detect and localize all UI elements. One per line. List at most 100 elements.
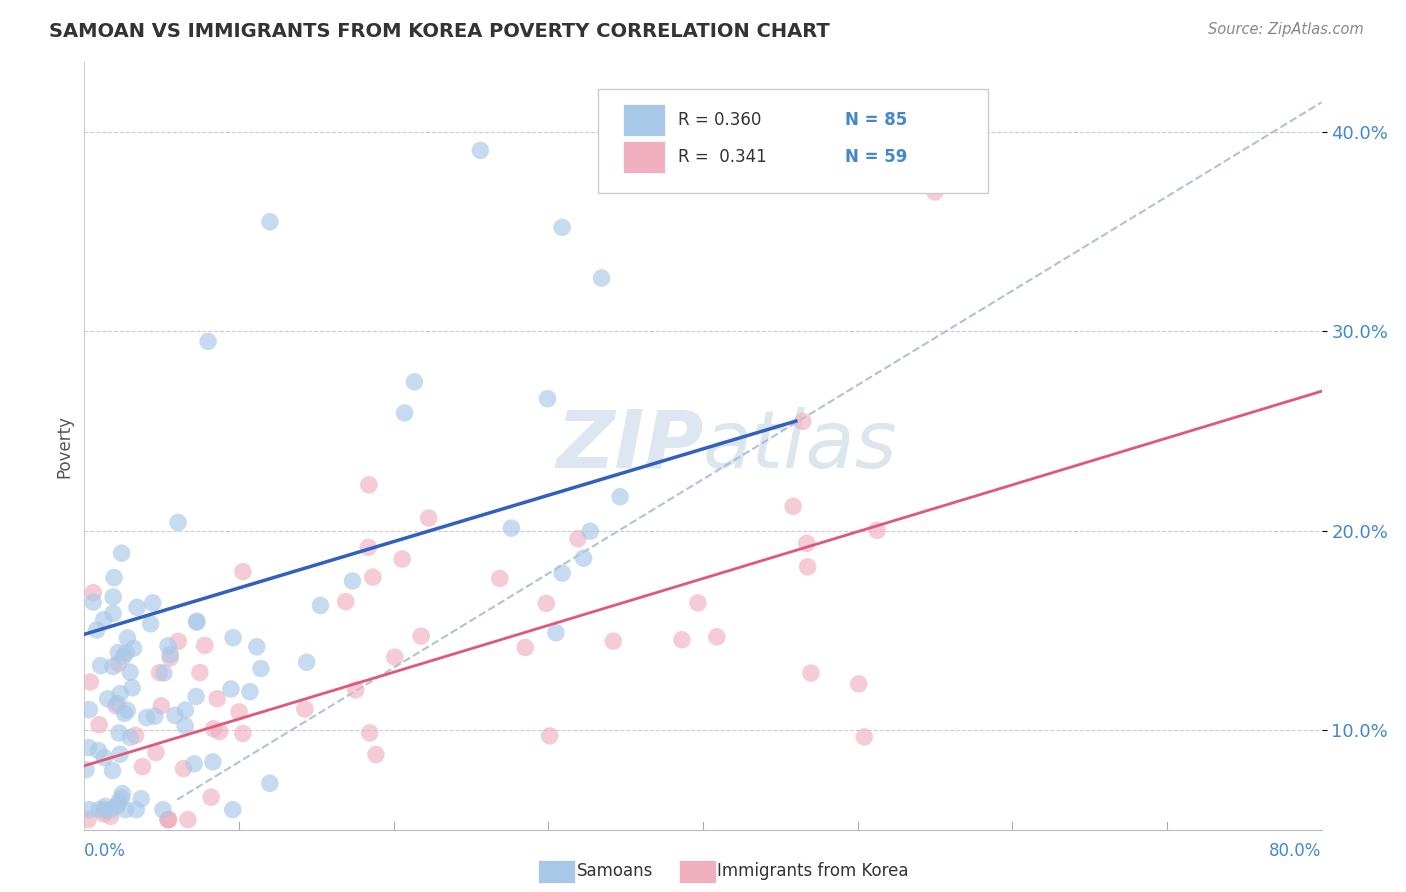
Point	[796, 559, 818, 574]
Point	[125, 600, 148, 615]
Point	[188, 665, 211, 680]
Point	[800, 666, 823, 681]
Point	[143, 709, 166, 723]
Text: atlas: atlas	[703, 407, 898, 485]
Point	[488, 571, 510, 585]
Point	[538, 729, 561, 743]
Point	[87, 717, 110, 731]
Point	[232, 726, 254, 740]
Point	[103, 571, 125, 585]
Point	[866, 524, 889, 538]
Point	[174, 719, 197, 733]
FancyBboxPatch shape	[598, 89, 987, 193]
Point	[107, 646, 129, 660]
Point	[384, 650, 406, 665]
Point	[108, 726, 131, 740]
Point	[77, 740, 100, 755]
Point	[222, 803, 245, 817]
Point	[82, 595, 104, 609]
Point	[536, 596, 558, 610]
Point	[125, 803, 148, 817]
Point	[792, 414, 814, 428]
Point	[501, 521, 523, 535]
Point	[579, 524, 602, 539]
Text: SAMOAN VS IMMIGRANTS FROM KOREA POVERTY CORRELATION CHART: SAMOAN VS IMMIGRANTS FROM KOREA POVERTY …	[49, 22, 830, 41]
Point	[93, 803, 115, 817]
Point	[101, 659, 124, 673]
Point	[361, 570, 384, 584]
Point	[250, 661, 273, 675]
Point	[418, 511, 440, 525]
Point	[194, 639, 217, 653]
Point	[222, 631, 245, 645]
Point	[101, 590, 124, 604]
Point	[108, 687, 131, 701]
Text: Source: ZipAtlas.com: Source: ZipAtlas.com	[1208, 22, 1364, 37]
Point	[124, 728, 146, 742]
Text: R = 0.360: R = 0.360	[678, 111, 762, 129]
Point	[173, 762, 195, 776]
Point	[602, 634, 624, 648]
Point	[924, 185, 946, 199]
Point	[394, 406, 416, 420]
Point	[359, 726, 381, 740]
Point	[156, 813, 179, 827]
Point	[111, 546, 134, 560]
Point	[117, 631, 139, 645]
Point	[706, 630, 728, 644]
Point	[148, 665, 170, 680]
Point	[105, 697, 128, 711]
Text: Immigrants from Korea: Immigrants from Korea	[717, 863, 908, 880]
Point	[108, 747, 131, 762]
Point	[335, 595, 357, 609]
Point	[101, 764, 124, 778]
Point	[309, 599, 332, 613]
Point	[404, 375, 426, 389]
Point	[77, 813, 100, 827]
Point	[232, 565, 254, 579]
Point	[536, 392, 558, 406]
Point	[647, 170, 669, 185]
Point	[515, 640, 537, 655]
Point	[107, 795, 129, 809]
Point	[167, 516, 190, 530]
Point	[157, 813, 180, 827]
Point	[100, 809, 122, 823]
Point	[208, 724, 231, 739]
Text: ZIP: ZIP	[555, 407, 703, 485]
Point	[796, 536, 818, 550]
Point	[101, 607, 124, 621]
Point	[591, 271, 613, 285]
Text: Samoans: Samoans	[576, 863, 652, 880]
Point	[544, 625, 567, 640]
Point	[131, 759, 153, 773]
Text: R =  0.341: R = 0.341	[678, 148, 768, 166]
Point	[342, 574, 364, 588]
Point	[295, 655, 318, 669]
Point	[344, 682, 367, 697]
Point	[228, 705, 250, 719]
Point	[159, 648, 181, 662]
Point	[200, 790, 222, 805]
Point	[77, 803, 100, 817]
Point	[153, 665, 176, 680]
Point	[246, 640, 269, 654]
Point	[93, 613, 115, 627]
FancyBboxPatch shape	[623, 141, 665, 173]
Point	[159, 650, 181, 665]
Point	[120, 665, 142, 680]
Point	[129, 791, 152, 805]
Point	[853, 730, 876, 744]
Point	[111, 787, 134, 801]
Point	[259, 776, 281, 790]
Point	[157, 813, 180, 827]
Point	[391, 552, 413, 566]
Y-axis label: Poverty: Poverty	[55, 415, 73, 477]
Point	[411, 629, 433, 643]
Point	[163, 708, 186, 723]
Point	[202, 722, 225, 736]
Point	[94, 799, 117, 814]
Point	[121, 681, 143, 695]
Text: N = 85: N = 85	[845, 111, 907, 129]
Point	[75, 763, 97, 777]
